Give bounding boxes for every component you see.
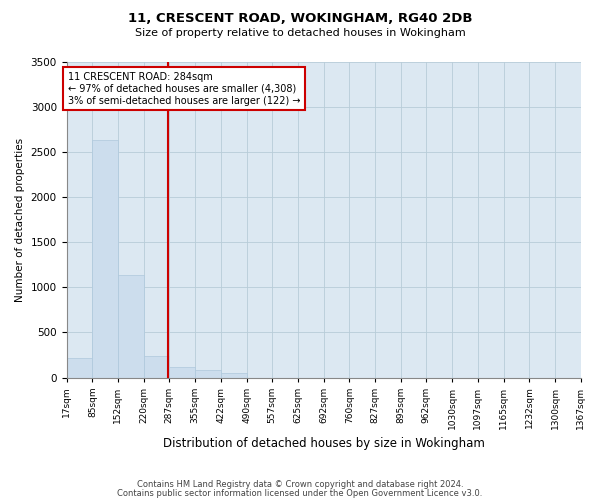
Bar bbox=[169, 367, 195, 378]
Bar bbox=[195, 370, 221, 378]
Bar bbox=[67, 358, 92, 378]
Y-axis label: Number of detached properties: Number of detached properties bbox=[15, 138, 25, 302]
Text: Size of property relative to detached houses in Wokingham: Size of property relative to detached ho… bbox=[134, 28, 466, 38]
Text: Contains HM Land Registry data © Crown copyright and database right 2024.: Contains HM Land Registry data © Crown c… bbox=[137, 480, 463, 489]
Text: 11, CRESCENT ROAD, WOKINGHAM, RG40 2DB: 11, CRESCENT ROAD, WOKINGHAM, RG40 2DB bbox=[128, 12, 472, 26]
Text: 11 CRESCENT ROAD: 284sqm
← 97% of detached houses are smaller (4,308)
3% of semi: 11 CRESCENT ROAD: 284sqm ← 97% of detach… bbox=[68, 72, 300, 106]
Text: Contains public sector information licensed under the Open Government Licence v3: Contains public sector information licen… bbox=[118, 488, 482, 498]
X-axis label: Distribution of detached houses by size in Wokingham: Distribution of detached houses by size … bbox=[163, 437, 484, 450]
Bar bbox=[92, 140, 118, 378]
Bar bbox=[144, 356, 169, 378]
Bar bbox=[221, 373, 247, 378]
Bar bbox=[118, 276, 144, 378]
